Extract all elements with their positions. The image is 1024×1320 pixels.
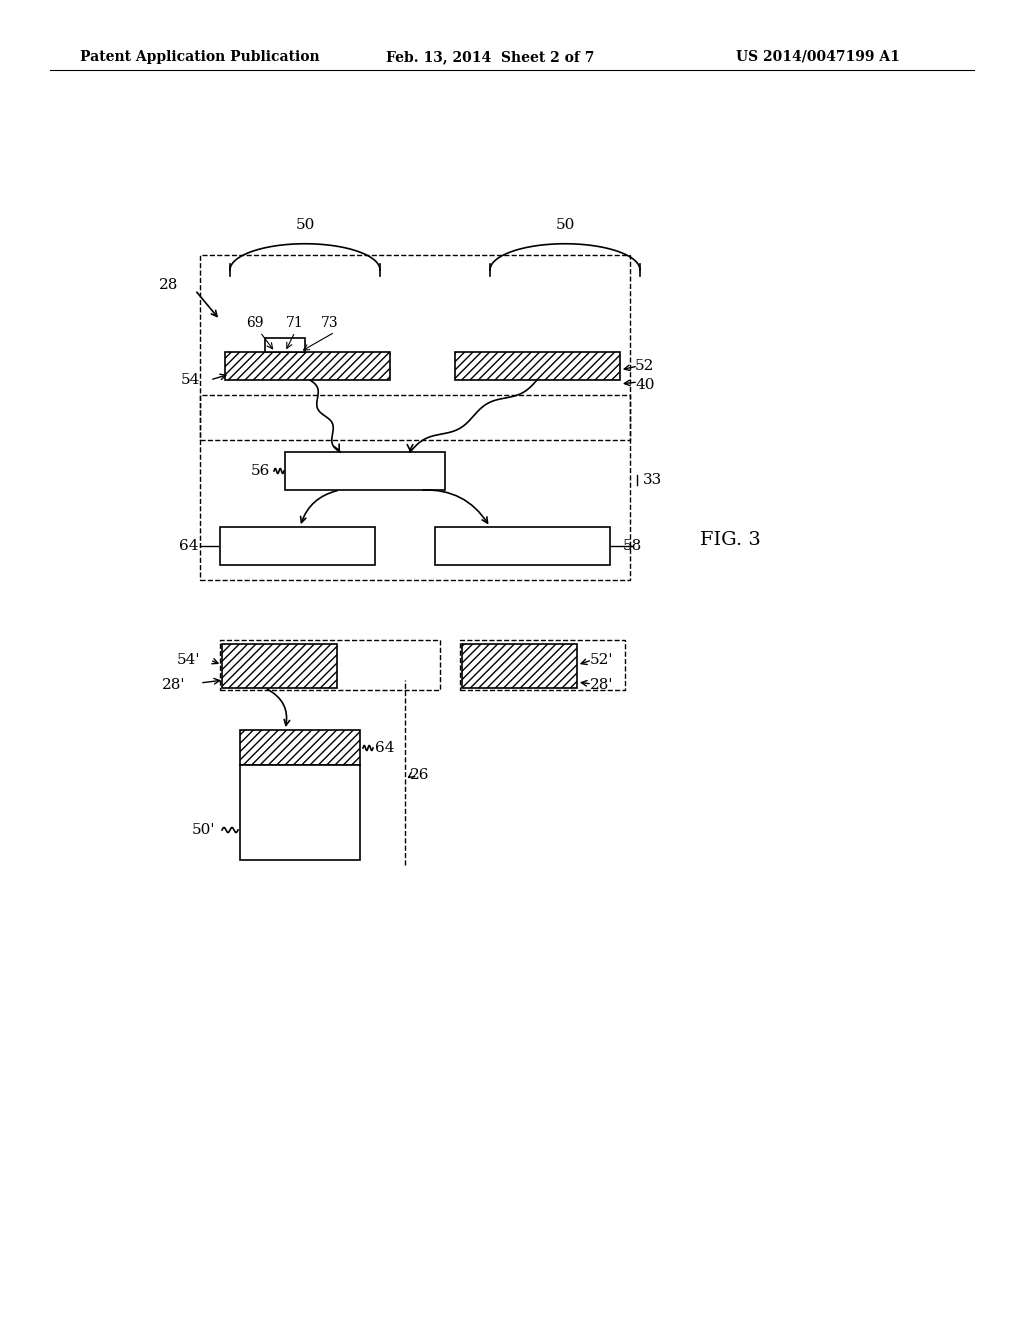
Bar — [455, 352, 620, 380]
Bar — [200, 255, 630, 440]
Text: 64: 64 — [375, 741, 394, 755]
Text: Patent Application Publication: Patent Application Publication — [80, 50, 319, 63]
Bar — [460, 640, 625, 690]
Bar — [220, 527, 375, 565]
Text: 52: 52 — [635, 359, 654, 374]
Text: 28: 28 — [159, 279, 178, 292]
Text: 52': 52' — [590, 653, 613, 667]
Text: 58: 58 — [623, 539, 642, 553]
Bar — [435, 527, 610, 565]
Text: FIG. 3: FIG. 3 — [700, 531, 761, 549]
Text: 69: 69 — [246, 315, 264, 330]
Text: 50': 50' — [191, 822, 215, 837]
Bar — [222, 644, 337, 688]
Text: 54: 54 — [180, 374, 200, 387]
Text: 40: 40 — [635, 378, 654, 392]
Text: Feb. 13, 2014  Sheet 2 of 7: Feb. 13, 2014 Sheet 2 of 7 — [386, 50, 594, 63]
Bar — [265, 338, 305, 352]
Text: 28': 28' — [162, 678, 185, 692]
Bar — [285, 451, 445, 490]
Bar — [462, 644, 577, 688]
Text: 54': 54' — [176, 653, 200, 667]
Text: 28': 28' — [590, 678, 613, 692]
Bar — [240, 730, 360, 766]
Bar — [220, 640, 440, 690]
Text: 50: 50 — [555, 218, 574, 232]
Bar — [200, 395, 630, 579]
Text: 33: 33 — [643, 473, 663, 487]
Text: 56: 56 — [251, 465, 270, 478]
Text: 71: 71 — [286, 315, 304, 330]
Text: US 2014/0047199 A1: US 2014/0047199 A1 — [736, 50, 900, 63]
Text: 50: 50 — [295, 218, 314, 232]
Text: 73: 73 — [322, 315, 339, 330]
Text: 64: 64 — [178, 539, 198, 553]
Bar — [240, 766, 360, 861]
Bar — [225, 352, 390, 380]
Text: 26: 26 — [410, 768, 429, 781]
